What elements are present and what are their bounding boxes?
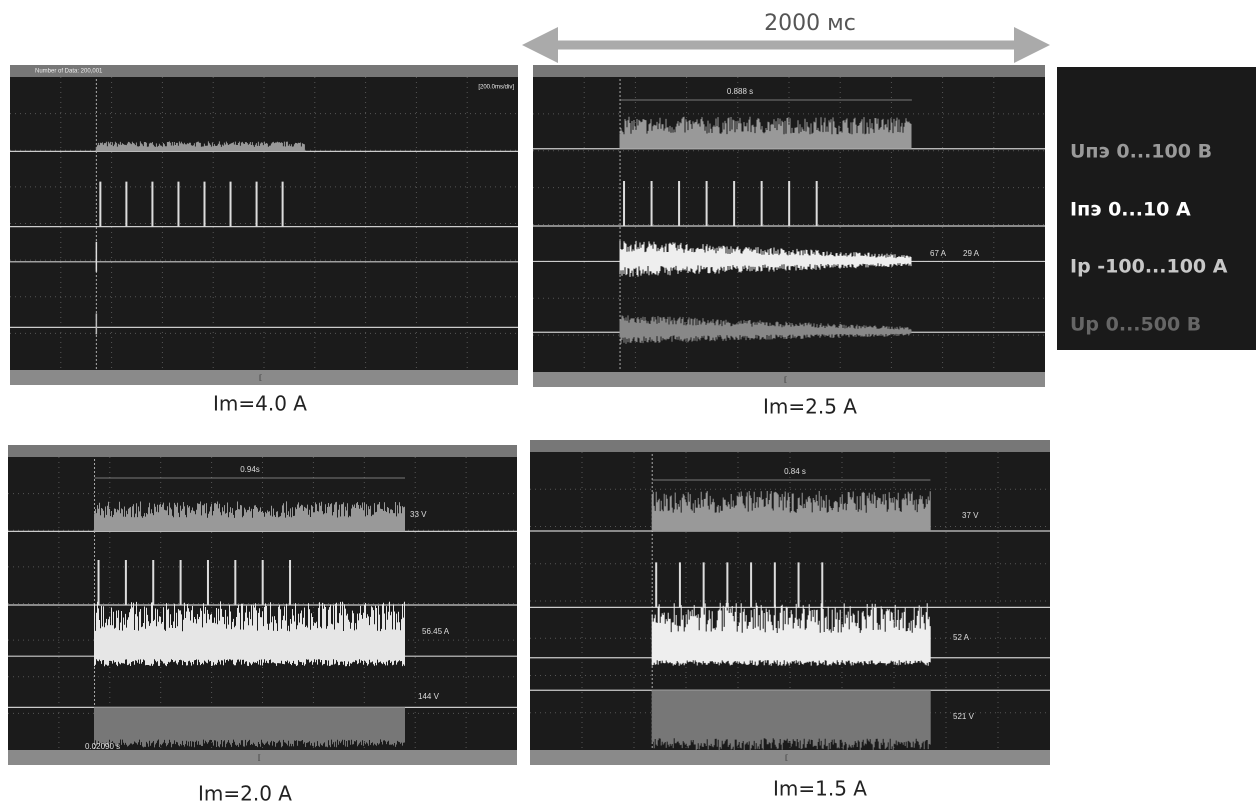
figure: 2000 мс Uпэ 0...100 В Iпэ 0...10 А Ip -1… xyxy=(0,0,1256,807)
legend-item: Up 0...500 В xyxy=(1070,314,1201,336)
scope-panel: ⟦ Number of Data: 200,001 [200.0ms/div] Im=… xyxy=(10,65,518,416)
scope-footer-mark: ⟦ xyxy=(258,754,261,762)
scope-footer-mark: ⟦ xyxy=(259,374,262,382)
noise-trace xyxy=(652,690,930,750)
scope-panel: ⟦ 0.94s 33 V 56.45 A 144 V 0.02090 s Im=2.0 A xyxy=(8,445,517,806)
panel-caption: Im=2.5 A xyxy=(763,395,857,419)
measurement: 0.84 s xyxy=(784,467,806,476)
noise-trace xyxy=(652,603,930,666)
measurement: 0.02090 s xyxy=(85,742,120,751)
measurement: 521 V xyxy=(953,712,975,721)
scope-header-text: Number of Data: 200,001 xyxy=(35,69,103,75)
span-label: 2000 мс xyxy=(764,11,856,36)
panel-caption: Im=2.0 A xyxy=(198,782,292,806)
scope-footer-mark: ⟦ xyxy=(785,754,788,762)
panel-caption: Im=4.0 A xyxy=(213,392,307,416)
measurement: 29 A xyxy=(963,249,980,258)
measurement: 37 V xyxy=(962,511,979,520)
measurement: 144 V xyxy=(418,692,440,701)
scope-footer xyxy=(8,750,517,765)
measurement: 0.94s xyxy=(240,465,260,474)
panels: ⟦ Number of Data: 200,001 [200.0ms/div] Im=… xyxy=(8,65,1050,806)
measurement: 33 V xyxy=(410,510,427,519)
scope-footer-mark: ⟦ xyxy=(784,376,787,384)
measurement: 0.888 s xyxy=(727,87,753,96)
scope-header xyxy=(8,445,517,457)
scope-footer xyxy=(530,750,1050,765)
legend-item: Iпэ 0...10 А xyxy=(1070,199,1191,221)
measurement: 67 A xyxy=(930,249,947,258)
legend-item: Ip -100...100 А xyxy=(1070,256,1228,278)
measurement: 56.45 A xyxy=(422,627,450,636)
scope-header xyxy=(530,440,1050,452)
scope-header xyxy=(533,65,1045,77)
measurement: 52 A xyxy=(953,633,970,642)
scope-panel: ⟦ 0.84 s 37 V 52 A 521 V Im=1.5 A xyxy=(530,440,1050,801)
legend-item: Uпэ 0...100 В xyxy=(1070,141,1212,163)
panel-caption: Im=1.5 A xyxy=(773,777,867,801)
scope-scale: [200.0ms/div] xyxy=(478,85,514,91)
scope-footer xyxy=(533,372,1045,387)
scope-screen xyxy=(10,77,518,370)
scope-panel: ⟦ 0.888 s 67 A 29 A Im=2.5 A xyxy=(533,65,1045,419)
scope-footer xyxy=(10,370,518,385)
